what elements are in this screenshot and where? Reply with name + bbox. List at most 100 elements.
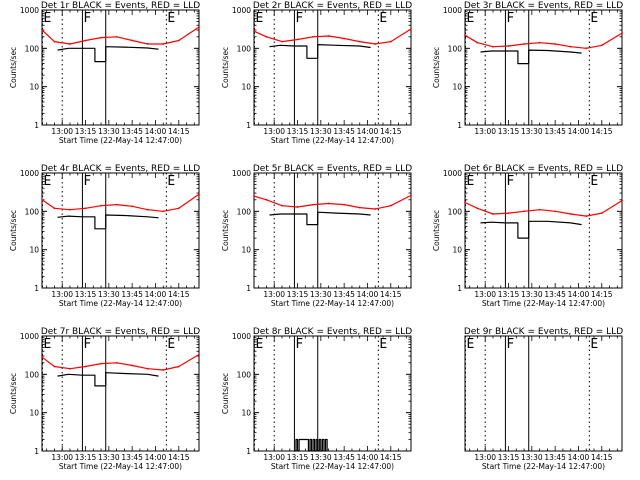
- lld-point: [177, 365, 180, 368]
- series-events-line: [57, 214, 159, 230]
- x-tick-label: 13:00: [474, 453, 496, 462]
- lld-point: [554, 210, 557, 213]
- x-tick-label: 13:00: [263, 127, 285, 136]
- y-tick-label: 1: [246, 121, 251, 130]
- x-tick-label: 14:00: [145, 127, 167, 136]
- y-tick-label: 10: [29, 83, 39, 92]
- lld-point: [389, 204, 392, 207]
- panel-title: Det 6r BLACK = Events, RED = LLD: [464, 164, 623, 174]
- y-tick-label: 100: [448, 207, 463, 216]
- x-tick-label: 13:15: [287, 290, 309, 299]
- lld-point: [146, 43, 149, 45]
- y-axis-label: Counts/sec: [221, 373, 230, 414]
- lld-point: [115, 35, 118, 38]
- event-marker-label: E: [256, 337, 264, 352]
- lld-point: [492, 213, 494, 215]
- x-tick-label: 13:15: [498, 290, 520, 299]
- lld-point: [69, 208, 71, 211]
- x-tick-label: 13:00: [263, 453, 285, 462]
- event-marker-label: E: [379, 337, 387, 352]
- event-marker-label: F: [506, 174, 514, 189]
- y-axis-label: Counts/sec: [432, 47, 441, 88]
- y-tick-label: 10: [241, 246, 251, 255]
- x-tick-label: 14:15: [380, 290, 402, 299]
- lld-point: [600, 44, 603, 47]
- x-tick-label: 13:45: [333, 127, 355, 136]
- x-tick-label: 14:00: [145, 453, 167, 462]
- x-tick-label: 13:30: [310, 453, 332, 462]
- panel-det-8: Det 8r BLACK = Events, RED = LLD 1 10 100 10…: [221, 327, 412, 471]
- panel-det-3: Det 3r BLACK = Events, RED = LLD 1 10 100 10…: [432, 1, 623, 136]
- lld-point: [374, 208, 377, 210]
- lld-point: [410, 194, 412, 197]
- lld-point: [476, 207, 479, 210]
- x-axis-label: Start Time (22-May-14 12:47:00): [271, 299, 394, 308]
- series-events-line: [480, 49, 582, 65]
- x-axis-label: Start Time (22-May-14 12:47:00): [59, 136, 182, 145]
- x-tick-label: 13:15: [287, 127, 309, 136]
- x-tick-label: 14:15: [168, 290, 190, 299]
- lld-point: [621, 199, 623, 202]
- event-marker-label: E: [256, 11, 264, 26]
- x-tick-label: 13:45: [544, 127, 566, 136]
- y-tick-label: 1000: [232, 6, 251, 15]
- x-tick-label: 14:15: [591, 290, 613, 299]
- y-tick-label: 1: [246, 447, 251, 456]
- lld-point: [100, 362, 102, 365]
- event-marker-label: E: [44, 337, 52, 352]
- y-tick-label: 1000: [232, 332, 251, 341]
- lld-point: [327, 202, 330, 205]
- panel-title: Det 2r BLACK = Events, RED = LLD: [253, 1, 412, 11]
- x-tick-label: 13:00: [263, 290, 285, 299]
- event-marker-label: E: [379, 11, 387, 26]
- x-tick-label: 13:30: [98, 453, 120, 462]
- y-tick-label: 100: [237, 207, 252, 216]
- lld-point: [115, 361, 118, 364]
- x-tick-label: 14:15: [591, 127, 613, 136]
- lld-point: [100, 204, 102, 207]
- y-tick-label: 100: [25, 207, 40, 216]
- y-tick-label: 100: [237, 44, 252, 53]
- series-events-line: [269, 43, 371, 59]
- y-tick-label: 1: [457, 121, 462, 130]
- lld-point: [389, 40, 392, 43]
- lld-point: [358, 206, 361, 209]
- y-axis-label: Counts/sec: [9, 210, 18, 251]
- y-tick-label: 1: [34, 447, 39, 456]
- panel-det-2: Det 2r BLACK = Events, RED = LLD 1 10 100 10…: [221, 1, 412, 145]
- x-tick-label: 13:45: [333, 290, 355, 299]
- x-axis-label: Start Time (22-May-14 12:47:00): [482, 462, 605, 471]
- lld-point: [554, 43, 557, 45]
- panel-title: Det 9r BLACK = Events, RED = LLD: [464, 327, 623, 337]
- lld-point: [41, 29, 43, 31]
- x-tick-label: 14:15: [591, 453, 613, 462]
- y-tick-label: 100: [448, 44, 463, 53]
- lld-point: [296, 206, 299, 208]
- lld-point: [84, 365, 87, 368]
- lld-point: [198, 353, 200, 356]
- y-axis-label: Counts/sec: [221, 47, 230, 88]
- event-marker-label: F: [83, 174, 91, 189]
- event-marker-label: E: [167, 174, 175, 189]
- panel-title: Det 4r BLACK = Events, RED = LLD: [41, 164, 200, 174]
- lld-point: [464, 34, 466, 37]
- event-marker-label: F: [506, 337, 514, 352]
- y-axis-label: Counts/sec: [9, 47, 18, 88]
- lld-point: [492, 45, 494, 48]
- x-tick-label: 13:30: [310, 127, 332, 136]
- y-tick-label: 10: [29, 246, 39, 255]
- lld-point: [162, 210, 165, 213]
- event-marker-label: E: [44, 11, 52, 26]
- x-tick-label: 14:00: [357, 290, 379, 299]
- lld-point: [69, 367, 71, 370]
- panel-det-4: Det 4r BLACK = Events, RED = LLD 1 10 100 10…: [9, 164, 200, 308]
- y-tick-label: 1: [457, 284, 462, 293]
- series-lld-line: [41, 26, 200, 45]
- y-tick-label: 100: [25, 44, 40, 53]
- lld-point: [585, 215, 588, 218]
- plot-frame: [253, 172, 412, 289]
- x-axis-label: Start Time (22-May-14 12:47:00): [59, 299, 182, 308]
- lld-point: [162, 43, 165, 45]
- lld-point: [507, 212, 510, 215]
